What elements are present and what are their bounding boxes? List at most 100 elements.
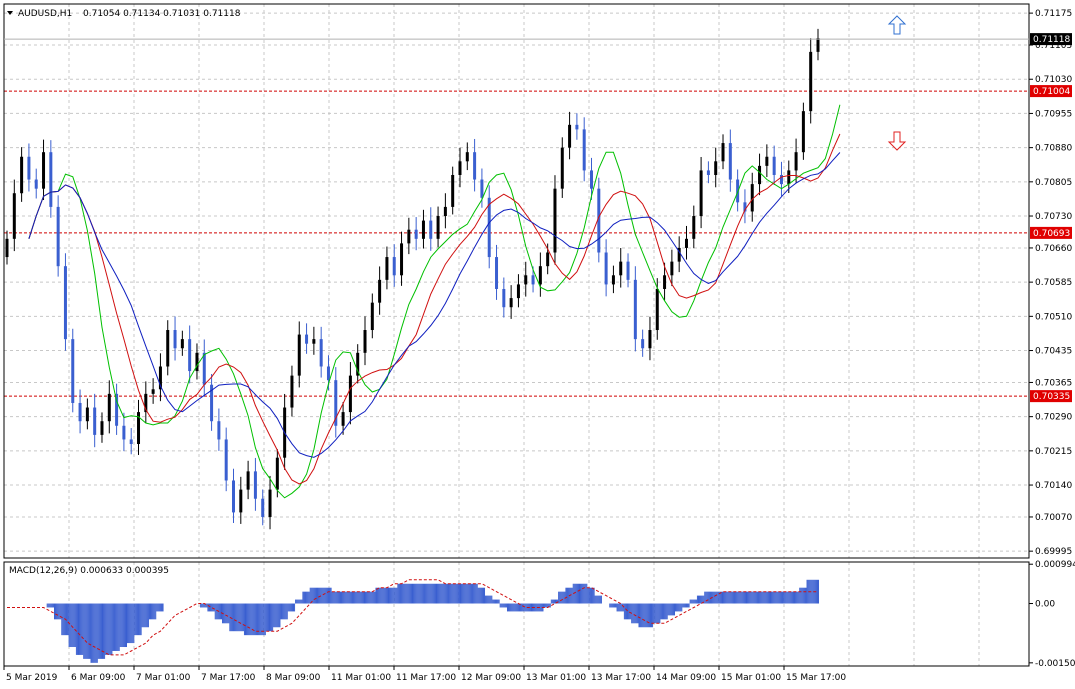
time-tick-label: 5 Mar 2019 <box>6 673 58 683</box>
sell-arrow-icon[interactable] <box>887 131 907 151</box>
candle-body <box>231 480 235 513</box>
macd-tick-label: -0.00150 <box>1035 659 1075 669</box>
candle-body <box>779 174 783 185</box>
price-tick-label: 0.70070 <box>1035 513 1072 523</box>
level-badge <box>1030 226 1072 239</box>
candle-body <box>465 152 469 162</box>
candle-body <box>5 238 9 258</box>
time-tick-label: 15 Mar 17:00 <box>786 673 846 683</box>
level-label: 0.70335 <box>1033 392 1070 402</box>
candle-body <box>597 188 601 253</box>
candle-body <box>107 393 111 422</box>
candle-body <box>568 124 572 148</box>
candle-body <box>356 352 360 376</box>
candle-body <box>801 111 805 153</box>
candle-body <box>516 284 520 299</box>
candle-body <box>144 393 148 413</box>
candle-body <box>750 184 754 212</box>
candle-body <box>305 334 309 344</box>
macd-panel: 0.000994 0.00 -0.00150 <box>7 560 1075 669</box>
price-axis: 0.71175 0.71105 0.71030 0.70955 0.70880 0.708… <box>4 9 1072 557</box>
candle-body <box>173 330 177 349</box>
candle-body <box>363 330 367 353</box>
candle-body <box>268 489 272 517</box>
time-tick-label: 8 Mar 09:00 <box>266 673 321 683</box>
candle-body <box>115 393 119 426</box>
candle-body <box>553 188 557 253</box>
time-tick-label: 12 Mar 09:00 <box>461 673 521 683</box>
candle-body <box>49 152 53 207</box>
candle-body <box>341 412 345 426</box>
candle-body <box>794 152 798 171</box>
triangle-down-icon[interactable] <box>7 11 13 15</box>
candle-body <box>699 170 703 217</box>
candle-body <box>509 298 513 308</box>
candle-body <box>546 252 550 267</box>
current-price-label: 0.71118 <box>1033 35 1070 45</box>
candle-body <box>42 152 46 189</box>
time-tick-label: 11 Mar 17:00 <box>396 673 456 683</box>
symbol-header[interactable]: AUDUSD,H1 0.71054 0.71134 0.71031 0.7111… <box>7 9 241 19</box>
candle-body <box>436 216 440 239</box>
time-tick-label: 11 Mar 01:00 <box>331 673 391 683</box>
price-panel-frame <box>3 3 1030 559</box>
moving-averages <box>28 104 841 499</box>
macd-tick-label: 0.000994 <box>1035 560 1075 570</box>
level-badge <box>1030 85 1072 98</box>
candle-body <box>816 38 820 52</box>
candle-body <box>188 339 192 372</box>
candle-body <box>414 229 418 239</box>
price-tick-label: 0.70730 <box>1035 212 1072 222</box>
time-tick-label: 6 Mar 09:00 <box>71 673 126 683</box>
candle-body <box>692 216 696 239</box>
candle-body <box>158 366 162 390</box>
candle-body <box>590 170 594 189</box>
candle-body <box>334 380 338 426</box>
candle-body <box>706 170 710 175</box>
candle-body <box>137 412 141 445</box>
candle-body <box>611 275 615 285</box>
candle-body <box>129 439 133 445</box>
candle-body <box>524 275 528 285</box>
candle-body <box>326 366 330 381</box>
price-tick-label: 0.70660 <box>1035 244 1072 254</box>
candle-body <box>429 220 433 239</box>
candle-body <box>458 161 462 175</box>
candle-body <box>670 261 674 276</box>
candle-body <box>253 471 257 499</box>
candle-body <box>297 334 301 376</box>
candle-body <box>85 407 89 422</box>
candle-body <box>56 206 60 267</box>
candle-body <box>575 124 579 130</box>
candle-body <box>443 206 447 217</box>
candle-body <box>63 266 67 340</box>
buy-arrow-icon[interactable] <box>887 15 907 35</box>
candle-body <box>370 302 374 331</box>
price-tick-label: 0.71105 <box>1035 41 1072 51</box>
level-lines <box>4 90 1029 397</box>
price-tick-label: 0.70215 <box>1035 447 1072 457</box>
candle-body <box>758 165 762 185</box>
candle-body <box>809 51 813 112</box>
candle-body <box>619 261 623 276</box>
macd-tick-label: 0.00 <box>1035 600 1055 610</box>
symbol-label: AUDUSD,H1 <box>18 9 72 19</box>
candle-body <box>93 407 97 435</box>
level-label: 0.70693 <box>1033 229 1070 239</box>
candle-body <box>34 179 38 189</box>
current-price-badge <box>1030 33 1072 46</box>
time-tick-label: 13 Mar 17:00 <box>591 673 651 683</box>
price-tick-label: 0.70510 <box>1035 312 1072 322</box>
candle-body <box>582 129 586 171</box>
price-tick-label: 0.71030 <box>1035 75 1072 85</box>
candle-body <box>180 339 184 349</box>
candle-body <box>421 220 425 239</box>
time-tick-label: 13 Mar 01:00 <box>526 673 586 683</box>
candle-body <box>538 266 542 285</box>
price-tick-label: 0.70880 <box>1035 144 1072 154</box>
price-tick-label: 0.70365 <box>1035 378 1072 388</box>
price-tick-label: 0.70290 <box>1035 413 1072 423</box>
candle-body <box>151 389 155 394</box>
